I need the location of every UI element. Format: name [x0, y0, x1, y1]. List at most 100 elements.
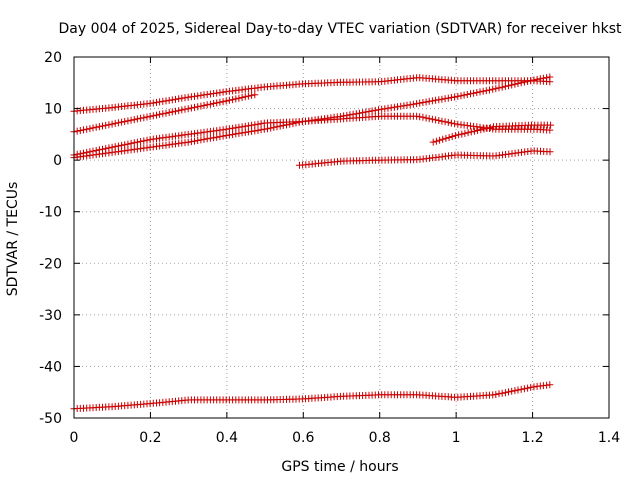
data-point	[105, 121, 113, 129]
data-point	[517, 385, 525, 393]
data-point	[108, 120, 116, 128]
data-point	[473, 89, 481, 96]
data-point	[197, 102, 205, 110]
data-point	[159, 110, 167, 118]
data-point	[248, 91, 256, 99]
series-track-7	[70, 381, 554, 413]
data-point	[419, 113, 427, 121]
data-point	[289, 120, 297, 128]
data-point	[336, 113, 344, 120]
data-point	[121, 118, 129, 125]
data-point	[118, 118, 126, 126]
data-point	[546, 381, 554, 389]
data-point	[422, 98, 430, 106]
data-point	[264, 125, 271, 133]
data-point	[276, 122, 284, 130]
data-point	[235, 94, 243, 102]
data-point	[524, 77, 532, 85]
data-point	[365, 108, 373, 115]
data-point	[111, 119, 119, 127]
data-point	[238, 94, 246, 101]
data-point	[127, 116, 135, 124]
data-point	[425, 115, 433, 123]
grid	[74, 57, 609, 418]
data-point	[474, 127, 482, 134]
data-point	[194, 137, 202, 144]
data-point	[206, 134, 214, 142]
data-point	[292, 119, 300, 127]
series-track-2	[70, 91, 259, 136]
data-point	[477, 126, 485, 134]
data-point	[162, 109, 170, 117]
data-point	[416, 113, 424, 121]
x-tick-label: 0.4	[216, 430, 238, 446]
y-tick-label: -10	[39, 205, 62, 221]
data-point	[178, 106, 186, 114]
data-point	[520, 385, 528, 393]
data-point	[114, 119, 122, 127]
data-point	[254, 126, 262, 134]
data-point	[140, 137, 148, 145]
data-point	[146, 112, 154, 120]
data-point	[498, 389, 506, 397]
data-point	[495, 84, 503, 92]
data-point	[86, 125, 94, 133]
data-point	[295, 118, 303, 126]
data-point	[83, 125, 91, 133]
data-point	[270, 123, 278, 131]
data-point	[359, 109, 367, 117]
data-point	[524, 384, 532, 392]
data-point	[210, 100, 218, 107]
data-point	[436, 136, 444, 144]
data-point	[137, 114, 145, 122]
data-point	[435, 96, 443, 104]
data-point	[514, 386, 522, 394]
data-point	[505, 388, 512, 396]
data-point	[99, 122, 106, 130]
data-point	[279, 122, 287, 129]
data-point	[480, 125, 488, 133]
data-point	[428, 97, 436, 105]
data-point	[479, 87, 487, 95]
series-track-3	[70, 112, 554, 159]
data-point	[73, 127, 81, 135]
data-point	[435, 117, 443, 124]
data-point	[273, 123, 281, 131]
data-point	[520, 78, 528, 86]
data-point	[130, 116, 138, 124]
y-tick-label: -50	[39, 411, 62, 427]
data-point	[501, 389, 509, 397]
data-point	[216, 98, 224, 106]
data-point	[219, 132, 227, 140]
data-point	[80, 126, 87, 134]
data-point	[349, 110, 357, 118]
data-point	[194, 103, 202, 111]
data-point	[184, 138, 192, 146]
data-point	[283, 121, 290, 129]
data-point	[447, 119, 455, 127]
data-point	[546, 73, 554, 81]
data-point	[102, 121, 110, 129]
data-point	[517, 79, 525, 87]
data-point	[508, 81, 516, 89]
data-point	[547, 121, 555, 129]
data-point	[222, 97, 230, 105]
data-point	[455, 131, 463, 139]
labels: Day 004 of 2025, Sidereal Day-to-day VTE…	[5, 21, 622, 475]
data-point	[200, 135, 208, 143]
data-point	[533, 75, 541, 83]
x-tick-label: 1	[452, 430, 461, 446]
data-point	[498, 83, 506, 91]
data-point	[439, 135, 447, 143]
data-point	[438, 95, 446, 103]
data-point	[546, 126, 554, 134]
data-point	[514, 80, 522, 87]
x-tick-label: 0.2	[139, 430, 161, 446]
data-point	[267, 124, 275, 132]
data-point	[451, 132, 459, 140]
data-point	[546, 148, 554, 156]
data-point	[149, 99, 157, 107]
data-point	[149, 112, 157, 120]
data-point	[76, 127, 84, 134]
